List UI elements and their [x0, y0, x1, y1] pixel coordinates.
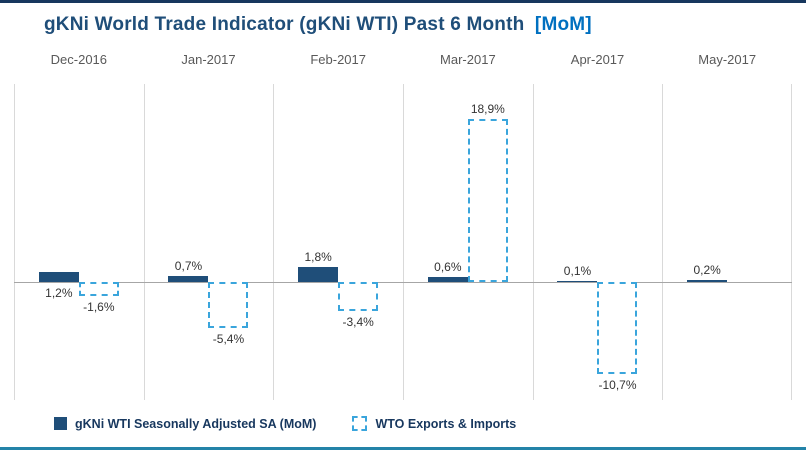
chart-title-suffix: [MoM] — [534, 14, 592, 35]
value-label: -3,4% — [342, 315, 374, 329]
zero-axis-line — [14, 282, 792, 283]
value-label: 0,2% — [693, 263, 721, 277]
month-label: Dec-2016 — [50, 52, 108, 67]
month-label: Apr-2017 — [570, 52, 625, 67]
top-rule — [0, 0, 806, 3]
value-label: 1,8% — [304, 250, 332, 264]
plot-column: 0,7% -5,4% — [144, 84, 274, 400]
legend-label-gkni-wti: gKNi WTI Seasonally Adjusted SA (MoM) — [75, 416, 317, 431]
bar-gkni-wti — [168, 276, 209, 282]
legend-label-wto: WTO Exports & Imports — [375, 416, 517, 431]
chart-title-main: gKNi World Trade Indicator (gKNi WTI) Pa… — [44, 14, 525, 35]
month-label: May-2017 — [698, 52, 757, 67]
chart-title: gKNi World Trade Indicator (gKNi WTI) Pa… — [44, 14, 592, 36]
bar-wto — [338, 282, 379, 311]
grid-separator — [403, 84, 404, 400]
value-label: 18,9% — [470, 102, 505, 116]
value-label: 0,7% — [174, 259, 203, 273]
legend-swatch-dashed-icon — [352, 416, 368, 431]
plot-column: 0,6% 18,9% — [403, 84, 533, 400]
bar-wto — [208, 282, 249, 328]
legend-item-wto: WTO Exports & Imports — [352, 416, 516, 431]
value-label: -5,4% — [212, 332, 245, 346]
bar-wto — [467, 119, 508, 282]
grid-separator — [791, 84, 792, 400]
plot-column: 0,1% -10,7% — [533, 84, 663, 400]
value-label: 1,2% — [45, 286, 73, 300]
value-label: -1,6% — [83, 300, 115, 314]
legend-swatch-solid-icon — [54, 417, 67, 430]
bar-gkni-wti — [298, 267, 339, 282]
grid-separator — [144, 84, 145, 400]
bar-wto — [597, 282, 638, 374]
month-label: Jan-2017 — [181, 52, 236, 67]
grid-separator — [14, 84, 15, 400]
bar-wto — [78, 282, 119, 296]
month-label: Mar-2017 — [440, 52, 496, 67]
grid-separator — [273, 84, 274, 400]
plot-column: 0,2% — [662, 84, 792, 400]
grid-separator — [662, 84, 663, 400]
month-labels-row: Dec-2016 Jan-2017 Feb-2017 Mar-2017 Apr-2017… — [14, 52, 792, 70]
value-label: -10,7% — [598, 378, 637, 392]
plot-column: 1,8% -3,4% — [273, 84, 403, 400]
value-label: 0,6% — [434, 260, 462, 274]
month-label: Feb-2017 — [310, 52, 366, 67]
value-label: 0,1% — [563, 264, 592, 278]
bottom-rule — [0, 447, 806, 450]
bar-gkni-wti — [427, 277, 468, 282]
plot-area: 1,2% -1,6% 0,7% -5,4% 1,8% -3,4% 0,6% 18,9% 0,1%… — [14, 84, 792, 400]
plot-column: 1,2% -1,6% — [14, 84, 144, 400]
bar-gkni-wti — [557, 281, 598, 282]
legend-item-gkni-wti: gKNi WTI Seasonally Adjusted SA (MoM) — [54, 417, 316, 431]
grid-separator — [533, 84, 534, 400]
legend: gKNi WTI Seasonally Adjusted SA (MoM) WT… — [54, 416, 516, 431]
bar-gkni-wti — [687, 280, 728, 282]
bar-gkni-wti — [38, 272, 79, 282]
